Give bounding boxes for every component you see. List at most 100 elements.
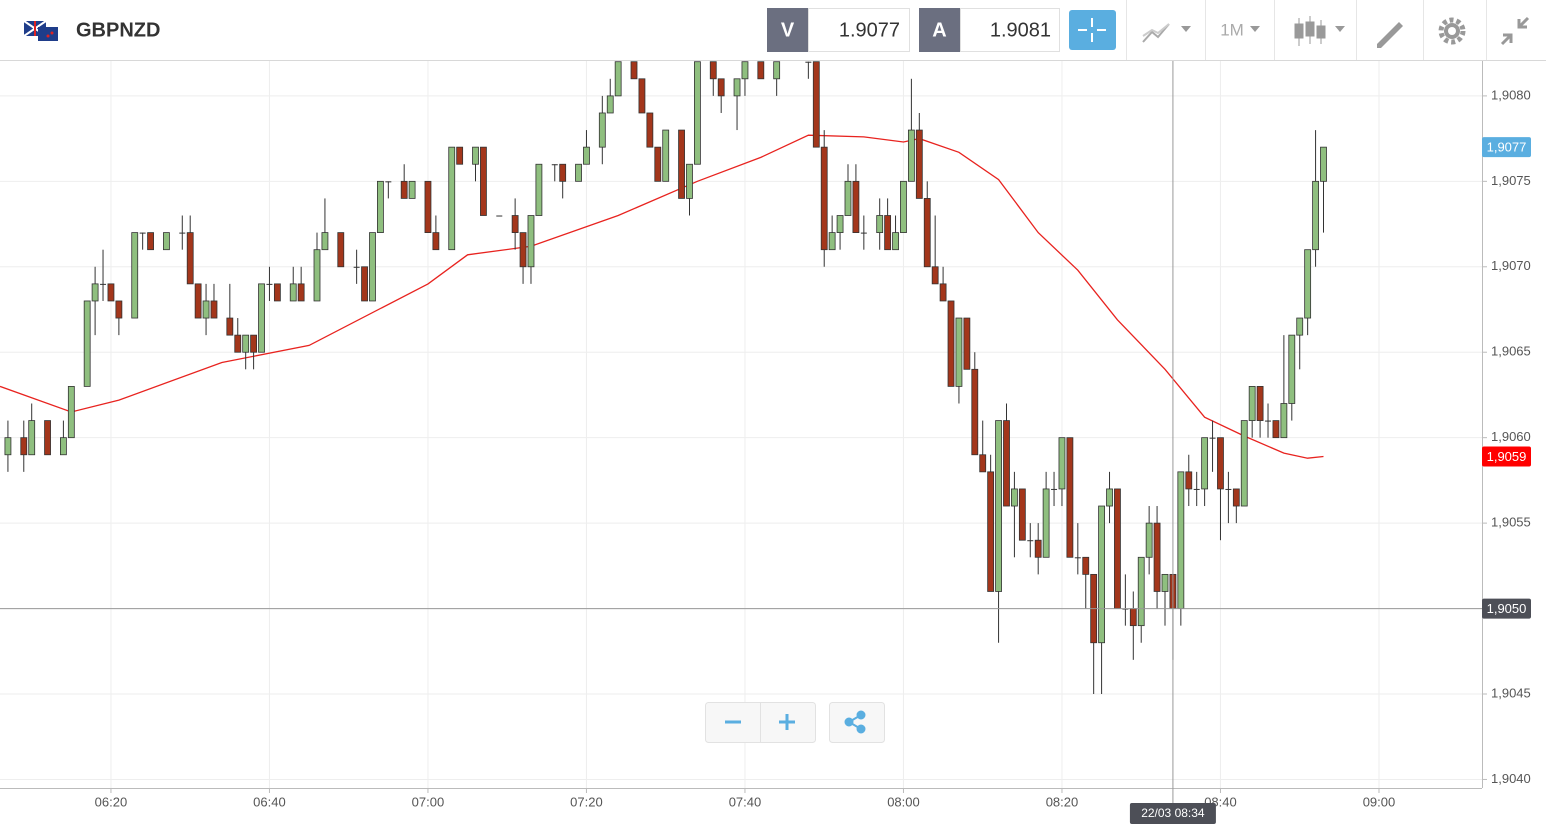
candle-body: [1027, 540, 1034, 542]
x-tick-label: 08:20: [1046, 794, 1079, 809]
candle-body: [297, 283, 305, 302]
crosshair-y-label: 1,9050: [1487, 601, 1527, 616]
candle-body: [1225, 488, 1232, 490]
fullscreen-button[interactable]: [1500, 16, 1530, 46]
candle-body: [1153, 522, 1161, 592]
share-button[interactable]: [844, 710, 866, 734]
candle-body: [828, 232, 836, 251]
candle-body: [163, 232, 170, 251]
candle-body: [1288, 334, 1296, 404]
candle-body: [1209, 437, 1216, 439]
chart-type-button[interactable]: [1294, 16, 1345, 46]
candle-body: [583, 146, 590, 165]
candle-body: [377, 180, 384, 234]
candle-body: [1074, 557, 1081, 559]
candle-body: [915, 129, 923, 199]
y-tick-label: 1,9080: [1491, 87, 1531, 102]
candle-body: [1185, 471, 1193, 490]
x-tick-label: 07:20: [570, 794, 603, 809]
candle-body: [662, 129, 670, 182]
candle-body: [139, 232, 146, 234]
candle-body: [194, 283, 202, 319]
candle-body: [717, 78, 725, 97]
candle-body: [210, 300, 218, 319]
candle-body: [432, 232, 440, 251]
candle-body: [654, 146, 662, 182]
y-tick-label: 1,9060: [1491, 429, 1531, 444]
candle-body: [313, 249, 321, 302]
y-tick-label: 1,9045: [1491, 685, 1531, 700]
sell-button[interactable]: [767, 8, 808, 52]
candle-body: [242, 334, 250, 353]
zoom-in-button[interactable]: [779, 714, 795, 730]
candle-body: [551, 164, 558, 166]
candle-body: [1304, 249, 1312, 319]
price-tag: [1482, 137, 1531, 158]
y-tick-label: 1,9040: [1491, 771, 1531, 786]
candle-body: [1082, 556, 1090, 575]
candle-body: [1034, 539, 1042, 558]
candle-body: [598, 112, 606, 148]
candle-body: [361, 266, 368, 302]
candle-body: [83, 300, 91, 387]
candle-body: [1177, 471, 1185, 609]
candle-body: [1240, 420, 1248, 507]
candle-body: [844, 180, 852, 216]
symbol: GBPNZD: [76, 19, 160, 41]
toolbar: GBPNZD V 1.9077 A 1.9081 1M: [0, 0, 1546, 61]
candle-body: [408, 180, 416, 199]
crosshair-x-tag: [1129, 803, 1216, 824]
candle-body: [385, 181, 392, 183]
candle-body: [741, 61, 749, 80]
candle-body: [805, 61, 812, 63]
crosshair-x-label: 22/03 08:34: [1141, 806, 1205, 820]
candle-body: [1296, 317, 1304, 336]
settings-button[interactable]: [1438, 17, 1466, 45]
candle-body: [1114, 488, 1121, 609]
sell-price-box: [808, 8, 910, 52]
candle-body: [1248, 386, 1256, 421]
candle-body: [995, 420, 1002, 592]
crosshair-y-tag: [1482, 598, 1531, 619]
candle-body: [646, 112, 654, 148]
candle-body: [812, 61, 820, 148]
timeframe[interactable]: 1M: [1220, 20, 1244, 39]
candle-body: [686, 163, 693, 199]
candle-body: [638, 78, 646, 114]
candle-body: [369, 232, 376, 302]
candle-body: [115, 300, 123, 319]
candle-body: [1256, 386, 1264, 421]
indicator-button[interactable]: [1142, 23, 1191, 43]
candle-body: [614, 61, 622, 97]
candle-body: [1232, 488, 1240, 507]
candle-body: [971, 368, 979, 456]
candle-body: [480, 146, 487, 216]
candle-body: [1201, 437, 1209, 490]
candle-body: [424, 180, 432, 234]
candle-body: [4, 437, 12, 456]
buy-button[interactable]: [919, 8, 960, 52]
candle-body: [67, 386, 75, 439]
candle-body: [321, 232, 329, 251]
crosshair-button[interactable]: [1069, 10, 1116, 50]
candle-body: [852, 180, 860, 234]
candle-body: [1098, 505, 1105, 644]
candle-body: [678, 129, 685, 199]
candle-body: [1106, 488, 1113, 507]
candle-body: [527, 215, 535, 268]
candle-body: [709, 61, 717, 80]
draw-button[interactable]: [1377, 22, 1403, 48]
candle-body: [884, 215, 892, 251]
candle-body: [1018, 488, 1026, 541]
y-tick-label: 1,9055: [1491, 515, 1531, 530]
candle-body: [448, 146, 456, 251]
candle-body: [1193, 488, 1200, 490]
candle-body: [575, 163, 582, 182]
candle-body: [757, 61, 765, 80]
candle-body: [400, 180, 408, 199]
share-box: [829, 702, 885, 743]
candle-body: [226, 317, 234, 336]
